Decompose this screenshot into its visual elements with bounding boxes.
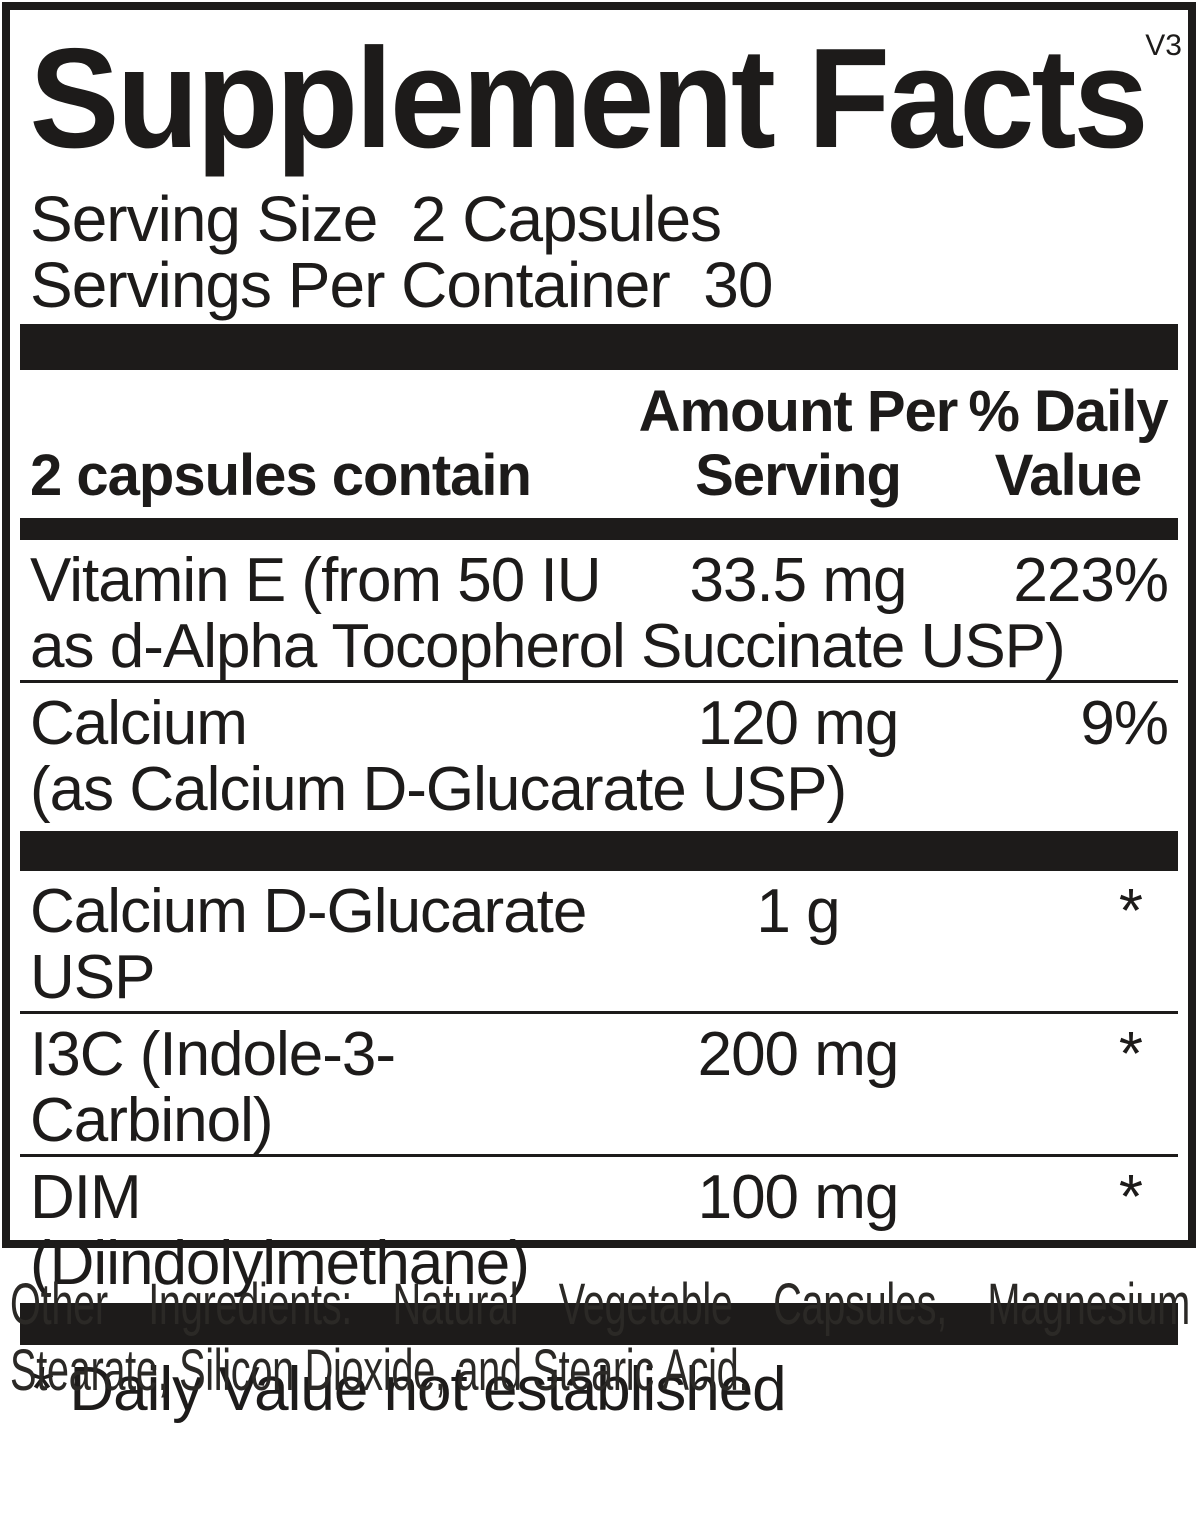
nutrient-row-vitamin-e: Vitamin E (from 50 IU 33.5 mg 223%	[20, 548, 1178, 614]
version-label: V3	[1145, 29, 1182, 62]
servings-per-container-line: Servings Per Container 30	[30, 249, 773, 321]
nutrient-row-calcium-d-glucarate: Calcium D-Glucarate USP 1 g *	[20, 879, 1178, 1011]
daily-value-cell: *	[1118, 1163, 1143, 1232]
nutrient-row-calcium: Calcium 120 mg 9%	[20, 691, 1178, 757]
other-ingredients-line2: Stearate, Silicon Dioxide, and Stearic A…	[10, 1338, 750, 1403]
panel-content: V3 Supplement Facts Serving Size 2 Capsu…	[10, 24, 1188, 1423]
nutrient-name-continued: as d-Alpha Tocopherol Succinate USP)	[30, 612, 1066, 681]
daily-value-cell: *	[1118, 1020, 1143, 1089]
supplement-facts-panel: V3 Supplement Facts Serving Size 2 Capsu…	[2, 2, 1196, 1423]
nutrient-name: Vitamin E (from 50 IU	[30, 546, 601, 615]
section-bar-header	[20, 518, 1178, 540]
amount-cell: 120 mg	[697, 689, 900, 758]
nutrient-name: Calcium D-Glucarate USP	[30, 877, 587, 1012]
other-ingredients: Other Ingredients: Natural Vegetable Cap…	[10, 1272, 1190, 1404]
daily-value-cell: *	[1118, 877, 1143, 946]
section-bar-top	[20, 324, 1178, 370]
section-bar-middle	[20, 831, 1178, 871]
other-ingredients-line1: Other Ingredients: Natural Vegetable Cap…	[10, 1272, 1190, 1337]
nutrient-name: DIM (Diindolylmethane)	[30, 1163, 530, 1298]
amount-cell: 100 mg	[697, 1163, 900, 1232]
amount-cell: 33.5 mg	[689, 546, 907, 615]
row-divider	[20, 1154, 1178, 1157]
header-daily-value-column: % Daily Value	[968, 380, 1168, 508]
amount-cell: 200 mg	[697, 1020, 900, 1089]
daily-value-footnote: * Daily Value not established	[30, 1355, 787, 1424]
nutrient-row-i3c: I3C (Indole-3-Carbinol) 200 mg *	[20, 1022, 1178, 1154]
header-amount-column: Amount Per Serving	[628, 380, 968, 508]
daily-value-cell: 223%	[1013, 546, 1169, 615]
amount-cell: 1 g	[756, 877, 840, 946]
serving-size-line: Serving Size 2 Capsules	[30, 183, 722, 255]
row-divider	[20, 680, 1178, 683]
header-dv-line2: Value	[994, 443, 1143, 508]
panel-title: Supplement Facts	[29, 19, 1149, 178]
row-divider	[20, 1011, 1178, 1014]
nutrient-name-continued: (as Calcium D-Glucarate USP)	[30, 755, 847, 824]
nutrient-row-dim: DIM (Diindolylmethane) 100 mg *	[20, 1165, 1178, 1297]
daily-value-cell: 9%	[1080, 689, 1169, 758]
header-amount-line1: Amount Per	[638, 379, 959, 444]
section-bar-bottom	[20, 1303, 1178, 1345]
header-amount-line2: Serving	[695, 443, 902, 508]
nutrient-name: Calcium	[30, 689, 248, 758]
header-nutrient-column: 2 capsules contain	[30, 443, 532, 508]
header-dv-line1: % Daily	[968, 379, 1168, 444]
nutrient-name: I3C (Indole-3-Carbinol)	[30, 1020, 396, 1155]
table-header-row: 2 capsules contain Amount Per Serving % …	[20, 380, 1178, 508]
